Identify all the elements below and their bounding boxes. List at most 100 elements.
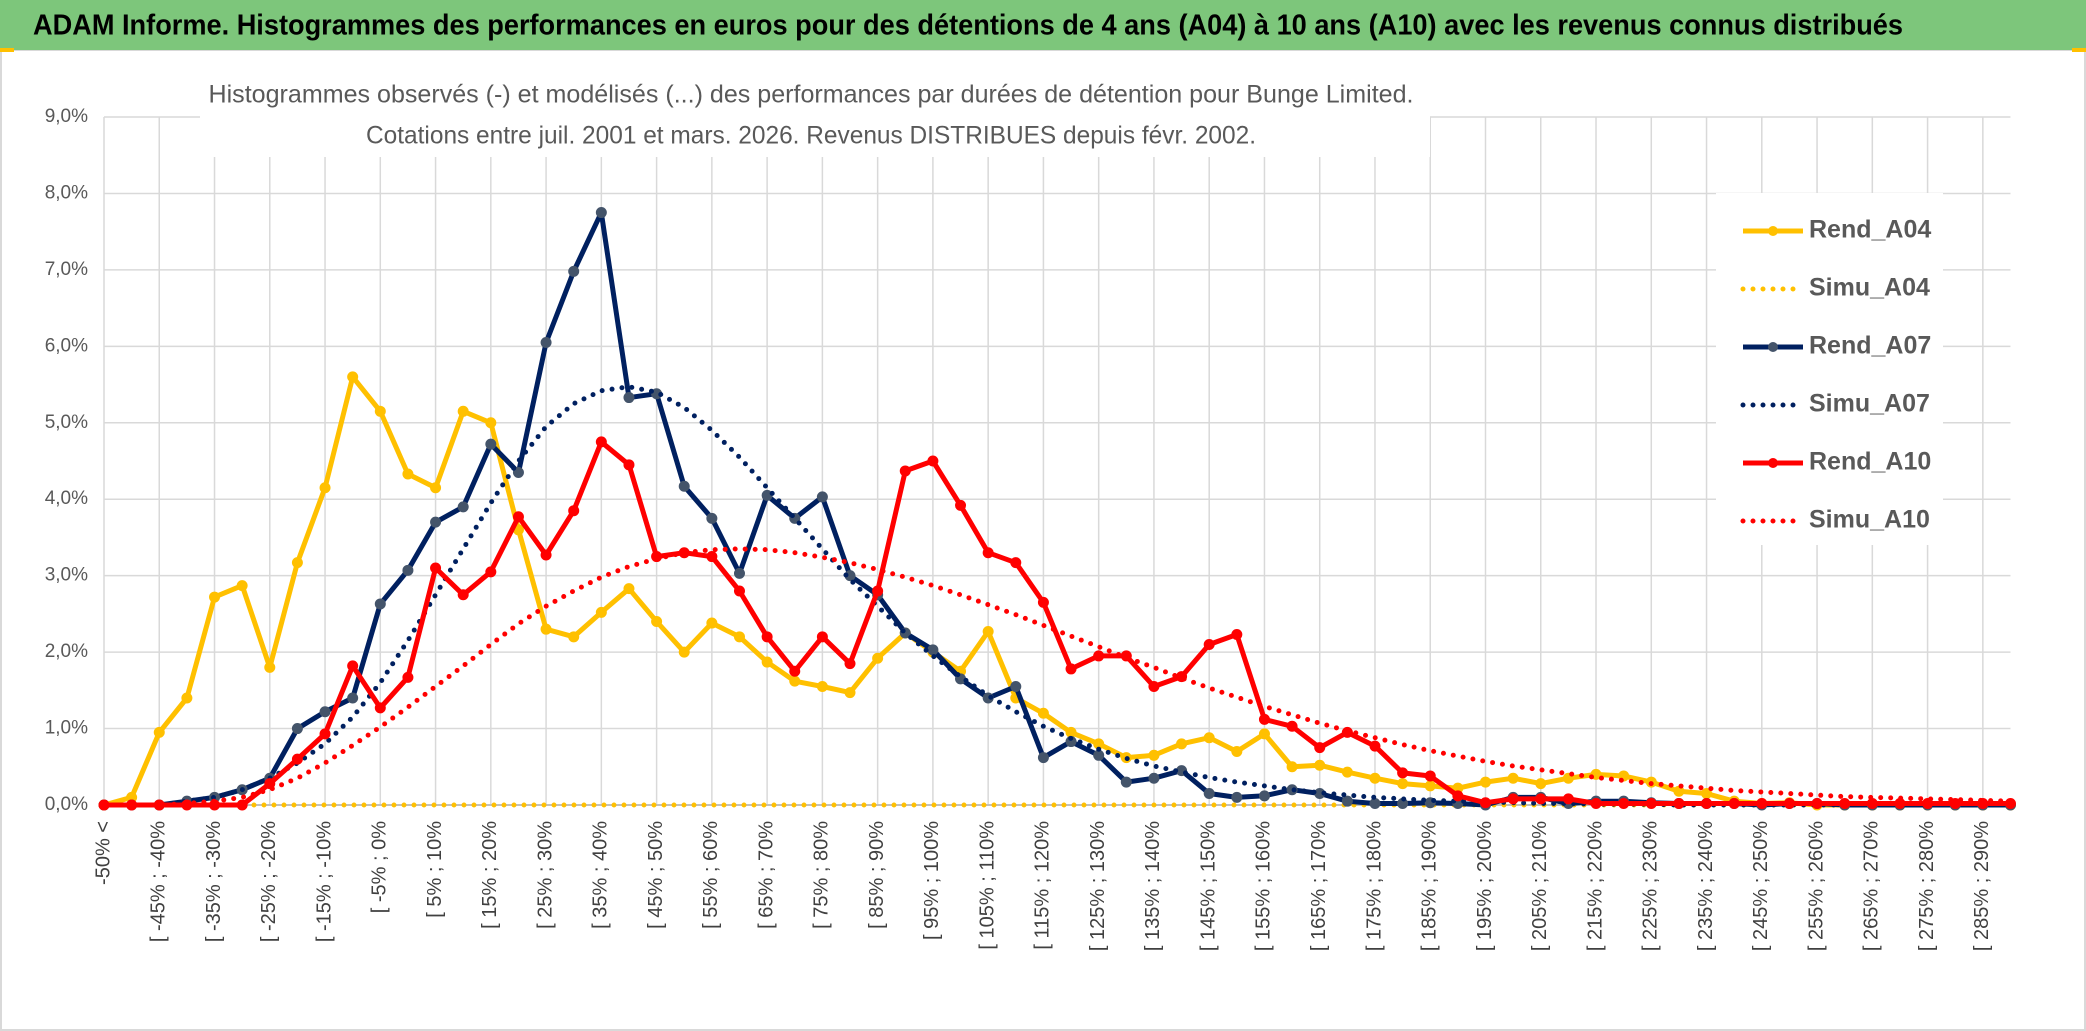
x-tick-label: [ 235% ; 240% [1695, 821, 1717, 951]
data-point [706, 617, 718, 629]
x-tick-label: [ 165% ; 170% [1308, 821, 1330, 951]
data-point [1424, 770, 1436, 782]
chart-subtitle: Histogrammes observés (-) et modélisés (… [209, 81, 1414, 109]
data-point [457, 589, 469, 601]
data-point [1120, 776, 1132, 788]
legend-marker [1768, 226, 1778, 236]
data-point [1397, 778, 1409, 790]
data-point [430, 516, 442, 528]
x-tick-label: -50% < [92, 821, 114, 885]
x-tick-label: [ 135% ; 140% [1142, 821, 1164, 951]
data-point [1369, 797, 1381, 809]
data-point [540, 337, 552, 349]
data-point [1148, 772, 1160, 784]
data-point [1258, 790, 1270, 802]
data-point [430, 482, 442, 494]
grid [103, 116, 2011, 806]
data-point [872, 652, 884, 664]
x-tick-label: [ 145% ; 150% [1197, 821, 1219, 951]
data-point [1949, 797, 1961, 809]
x-tick-label: [ 125% ; 130% [1087, 821, 1109, 951]
x-tick-label: [ 15% ; 20% [479, 821, 501, 929]
data-point [1535, 778, 1547, 790]
data-point [1369, 772, 1381, 784]
data-point [1424, 780, 1436, 792]
data-point [402, 564, 414, 576]
x-tick-label: [ 35% ; 40% [590, 821, 612, 929]
data-point [1065, 726, 1077, 738]
data-point [291, 723, 303, 735]
legend: Rend_A04 Simu_A04 Rend_A07 Simu_A07 Rend_A10… [1716, 193, 1943, 545]
data-point [1258, 713, 1270, 725]
chart-subtitle: Cotations entre juil. 2001 et mars. 2026… [366, 122, 1256, 150]
data-point [374, 598, 386, 610]
data-point [1535, 793, 1547, 805]
data-point [319, 728, 331, 740]
x-tick-label: [ 215% ; 220% [1584, 821, 1606, 951]
x-tick-label: [ -25% ; -20% [258, 821, 280, 942]
y-tick-label: 0,0% [45, 794, 88, 815]
data-point [2004, 797, 2016, 809]
x-tick-label: [ 65% ; 70% [755, 821, 777, 929]
legend-label: Simu_A10 [1809, 506, 1930, 534]
data-point [623, 459, 635, 471]
data-point [347, 371, 359, 383]
data-point [485, 438, 497, 450]
data-point [1037, 707, 1049, 719]
subtitle-box [200, 77, 1430, 157]
data-point [1314, 759, 1326, 771]
data-point [1065, 663, 1077, 675]
data-point [347, 660, 359, 672]
x-tick-label: [ 255% ; 260% [1805, 821, 1827, 951]
x-tick-label: [ 265% ; 270% [1861, 821, 1883, 951]
data-point [236, 799, 248, 811]
data-point [982, 625, 994, 637]
data-point [761, 631, 773, 643]
data-point [264, 778, 276, 790]
data-point [1231, 791, 1243, 803]
data-point [1673, 797, 1685, 809]
x-tick-label: [ 85% ; 90% [866, 821, 888, 929]
data-point [485, 566, 497, 578]
data-point [927, 644, 939, 656]
data-point [568, 505, 580, 517]
data-point [678, 480, 690, 492]
data-point [1507, 772, 1519, 784]
data-point [1314, 742, 1326, 754]
legend-label: Rend_A04 [1809, 216, 1931, 244]
y-tick-label: 9,0% [45, 106, 88, 127]
data-point [1701, 797, 1713, 809]
corner-accent [0, 48, 14, 52]
data-point [789, 665, 801, 677]
x-tick-label: [ 275% ; 280% [1916, 821, 1938, 951]
x-tick-label: [ 95% ; 100% [921, 821, 943, 940]
data-point [733, 631, 745, 643]
data-point [1562, 793, 1574, 805]
y-tick-label: 3,0% [45, 565, 88, 586]
data-point [1756, 797, 1768, 809]
data-point [153, 726, 165, 738]
data-point [374, 405, 386, 417]
x-tick-label: [ 175% ; 180% [1363, 821, 1385, 951]
chart-title: ADAM Informe. Histogrammes des performan… [33, 10, 1903, 42]
data-point [402, 671, 414, 683]
y-tick-label: 1,0% [45, 718, 88, 739]
data-point [1645, 797, 1657, 809]
data-point [789, 675, 801, 687]
legend-marker [1768, 458, 1778, 468]
data-point [595, 606, 607, 618]
data-point [1618, 797, 1630, 809]
y-tick-label: 4,0% [45, 488, 88, 509]
data-point [1839, 797, 1851, 809]
data-point [1093, 749, 1105, 761]
data-point [457, 501, 469, 513]
data-point [595, 207, 607, 219]
data-point [540, 623, 552, 635]
data-point [1176, 738, 1188, 750]
data-point [1010, 557, 1022, 569]
data-point [1783, 797, 1795, 809]
data-point [264, 661, 276, 673]
data-point [402, 468, 414, 480]
data-point [706, 551, 718, 563]
